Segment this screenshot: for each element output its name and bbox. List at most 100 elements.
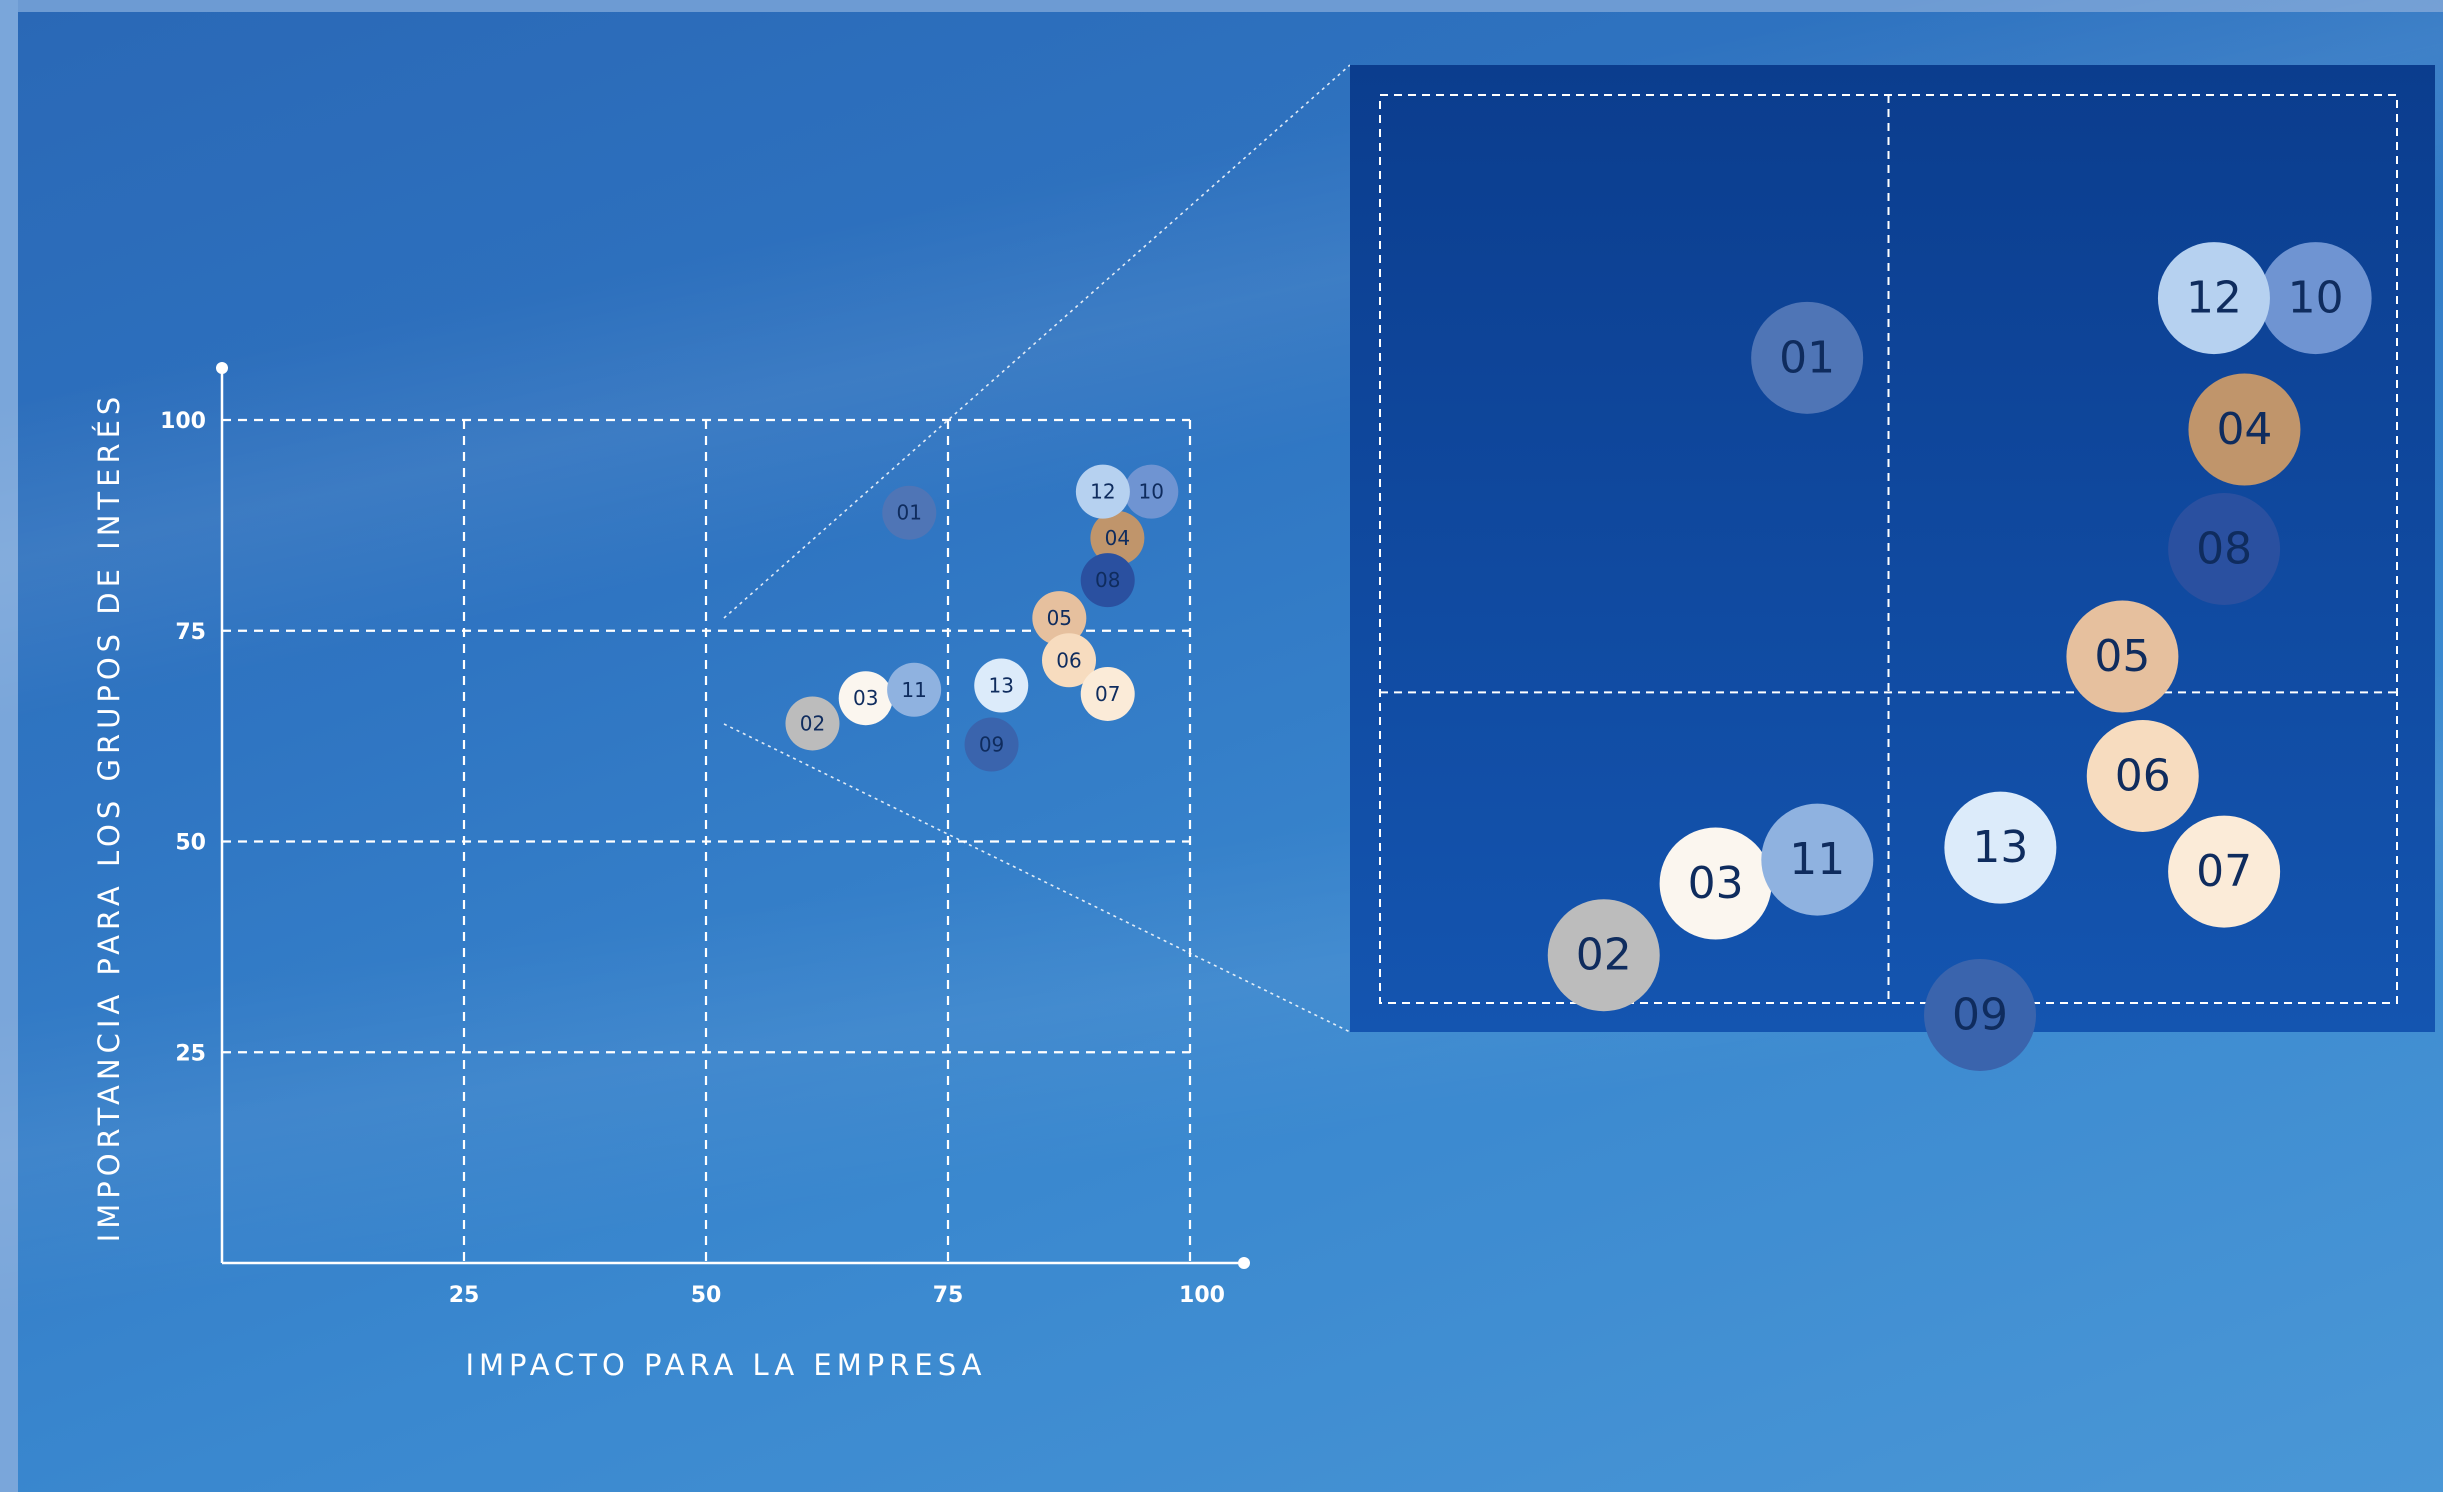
zoom-connectors [723, 64, 1351, 1033]
data-point-label: 10 [1139, 480, 1164, 504]
connector-line-bottom [723, 723, 1351, 1033]
data-point-marker [882, 485, 937, 540]
data-point: 03 [1659, 827, 1772, 940]
data-point-label: 03 [853, 686, 878, 710]
data-point-label: 06 [2115, 751, 2171, 802]
y-tick-label: 75 [175, 620, 206, 645]
data-point-label: 04 [1105, 526, 1130, 550]
data-point-label: 13 [989, 674, 1014, 698]
x-tick-label: 75 [933, 1283, 964, 1308]
data-point-marker [2066, 600, 2179, 713]
data-point: 01 [1751, 301, 1864, 414]
data-point: 13 [1944, 791, 2057, 904]
data-point-marker [1080, 666, 1135, 721]
data-point: 04 [1090, 511, 1145, 566]
data-point-label: 10 [2288, 273, 2344, 324]
data-point-marker [1659, 827, 1772, 940]
x-tick-label: 50 [691, 1283, 722, 1308]
data-point-label: 02 [800, 711, 825, 735]
data-point: 07 [1080, 666, 1135, 721]
data-point-label: 05 [2094, 631, 2150, 682]
data-point: 11 [1761, 803, 1874, 916]
data-point-marker [974, 658, 1029, 713]
top-frame-bar [0, 0, 2443, 12]
data-point: 12 [1075, 464, 1130, 519]
data-point-marker [1761, 803, 1874, 916]
data-point: 11 [887, 662, 942, 717]
data-point: 12 [2157, 242, 2270, 355]
data-point-marker [1547, 899, 1660, 1012]
data-point: 10 [1124, 464, 1179, 519]
data-point: 03 [838, 671, 893, 726]
x-axis-title: IMPACTO PARA LA EMPRESA [465, 1348, 986, 1382]
data-point-marker [1090, 511, 1145, 566]
y-axis-end-dot [216, 362, 228, 374]
data-point-label: 09 [979, 733, 1004, 757]
data-point-marker [1924, 958, 2037, 1071]
data-point-marker [838, 671, 893, 726]
data-point: 10 [2259, 242, 2372, 355]
data-point-marker [785, 696, 840, 751]
data-point-marker [2086, 720, 2199, 832]
data-point-label: 13 [1972, 822, 2028, 873]
y-axis-title: IMPORTANCIA PARA LOS GRUPOS DE INTERÉS [92, 392, 126, 1243]
y-tick-label: 100 [160, 409, 206, 434]
data-point: 05 [2066, 600, 2179, 713]
data-point: 06 [2086, 720, 2199, 832]
main-points: 01 02 03 04 05 06 07 08 09 10 11 12 13 [785, 464, 1179, 772]
data-point-marker [1944, 791, 2057, 904]
data-point-label: 01 [1779, 332, 1835, 383]
data-point-marker [1124, 464, 1179, 519]
data-point: 09 [964, 717, 1019, 772]
data-point: 09 [1924, 958, 2037, 1071]
main-axes [216, 362, 1250, 1269]
data-point-label: 02 [1576, 930, 1632, 981]
data-point: 07 [2168, 815, 2281, 928]
main-grid [222, 418, 1192, 1263]
data-point-label: 05 [1047, 606, 1072, 630]
data-point-marker [1751, 301, 1864, 414]
left-frame-bar [0, 0, 18, 1492]
data-point-label: 04 [2216, 404, 2272, 455]
data-point-label: 01 [897, 501, 922, 525]
data-point-marker [2259, 242, 2372, 355]
data-point-marker [964, 717, 1019, 772]
data-point-marker [2168, 815, 2281, 928]
data-point: 02 [1547, 899, 1660, 1012]
data-point-marker [2157, 242, 2270, 355]
x-tick-label: 25 [449, 1283, 480, 1308]
data-point-marker [1032, 591, 1087, 646]
x-axis-end-dot [1238, 1257, 1250, 1269]
zoom-inset: 01 02 03 04 05 06 07 08 09 10 11 12 13 [1350, 65, 2435, 1071]
connector-line-top [723, 64, 1351, 619]
inset-points: 01 02 03 04 05 06 07 08 09 10 11 12 13 [1547, 242, 2372, 1071]
data-point-label: 12 [2186, 273, 2242, 324]
data-point: 02 [785, 696, 840, 751]
data-point-label: 07 [2196, 846, 2252, 897]
data-point-label: 06 [1056, 648, 1081, 672]
main-plot: 25 50 75 100 25 50 75 100 01 02 03 04 05 06 07 08 09 10 1… [160, 362, 1250, 1308]
data-point-label: 03 [1688, 858, 1744, 909]
data-point-label: 09 [1952, 989, 2008, 1040]
data-point: 06 [1042, 633, 1096, 688]
main-tick-labels: 25 50 75 100 25 50 75 100 [160, 409, 1225, 1308]
data-point-label: 08 [2196, 524, 2252, 575]
data-point: 04 [2188, 373, 2301, 486]
x-tick-label: 100 [1179, 1283, 1225, 1308]
data-point-marker [2168, 493, 2281, 605]
data-point-marker [887, 662, 942, 717]
data-point-label: 12 [1090, 480, 1115, 504]
data-point-marker [2188, 373, 2301, 486]
data-point: 13 [974, 658, 1029, 713]
data-point-label: 11 [1789, 834, 1845, 885]
y-tick-label: 25 [175, 1041, 206, 1066]
data-point-marker [1042, 633, 1096, 688]
data-point: 01 [882, 485, 937, 540]
data-point-label: 07 [1095, 682, 1120, 706]
data-point-label: 11 [901, 678, 926, 702]
data-point-marker [1075, 464, 1130, 519]
data-point: 05 [1032, 591, 1087, 646]
data-point-label: 08 [1095, 568, 1120, 592]
data-point-marker [1080, 553, 1135, 608]
